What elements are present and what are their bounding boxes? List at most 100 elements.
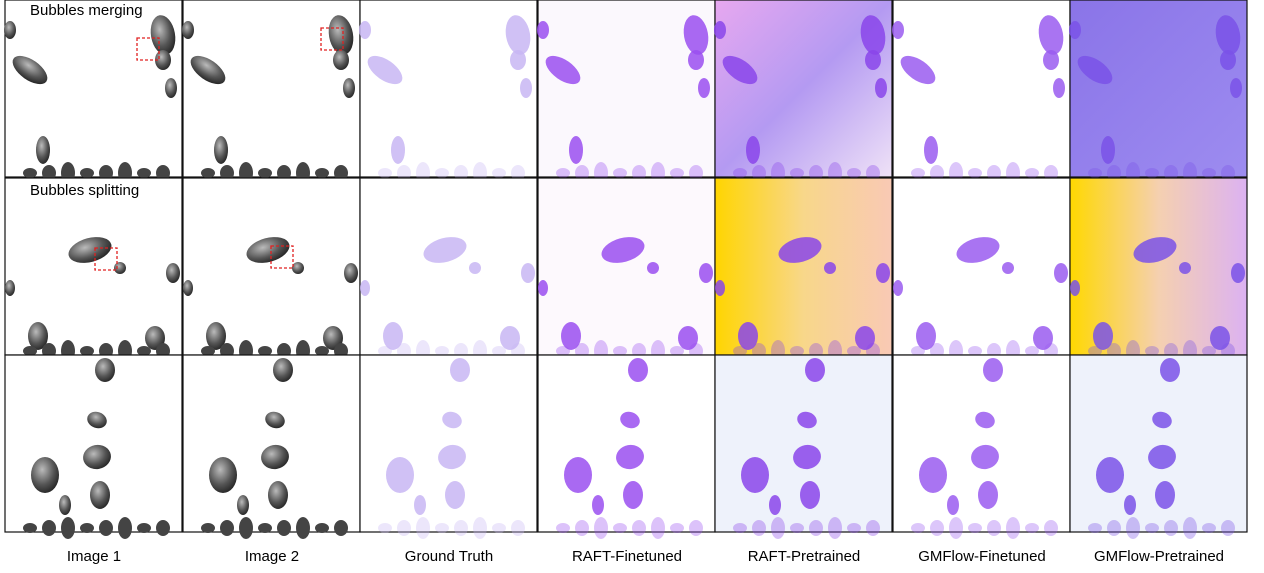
bottom-bubble — [556, 168, 570, 178]
bubble — [344, 263, 358, 283]
bubble — [5, 280, 15, 296]
bubble — [292, 262, 304, 274]
bubble — [1043, 50, 1059, 70]
bottom-bubble — [61, 517, 75, 539]
bottom-bubble — [752, 520, 766, 536]
bubble — [1069, 21, 1081, 39]
bottom-bubble — [156, 520, 170, 536]
bottom-bubble — [334, 520, 348, 536]
bottom-bubble — [42, 520, 56, 536]
bubble — [209, 457, 237, 493]
bubble — [741, 457, 769, 493]
bubble — [1070, 280, 1080, 296]
column-label: RAFT-Finetuned — [538, 548, 716, 565]
bottom-bubble — [1088, 523, 1102, 533]
bottom-bubble — [99, 520, 113, 536]
bubble — [391, 136, 405, 164]
bubble — [450, 358, 470, 382]
bubble — [333, 50, 349, 70]
column-label: GMFlow-Finetuned — [893, 548, 1071, 565]
bottom-bubble — [968, 168, 982, 178]
bubble — [1155, 481, 1175, 509]
bubble — [445, 481, 465, 509]
bubble — [95, 358, 115, 382]
bottom-bubble — [137, 523, 151, 533]
bottom-bubble — [809, 520, 823, 536]
bottom-bubble — [1202, 168, 1216, 178]
bubble — [983, 358, 1003, 382]
bubble — [268, 481, 288, 509]
bottom-bubble — [1145, 523, 1159, 533]
bottom-bubble — [1025, 168, 1039, 178]
bottom-bubble — [454, 520, 468, 536]
bottom-bubble — [80, 523, 94, 533]
bubble — [688, 50, 704, 70]
bubble — [90, 481, 110, 509]
bubble — [31, 457, 59, 493]
bubble — [1179, 262, 1191, 274]
column-label: Image 2 — [183, 548, 361, 565]
bottom-bubble — [911, 168, 925, 178]
bubble — [1220, 50, 1236, 70]
bottom-bubble — [1183, 517, 1197, 539]
bottom-bubble — [1006, 517, 1020, 539]
bottom-bubble — [594, 517, 608, 539]
bottom-bubble — [1145, 168, 1159, 178]
bottom-bubble — [930, 520, 944, 536]
bottom-bubble — [790, 168, 804, 178]
bubble — [214, 136, 228, 164]
bubble — [165, 78, 177, 98]
bottom-bubble — [258, 168, 272, 178]
bottom-bubble — [492, 168, 506, 178]
bottom-bubble — [1044, 520, 1058, 536]
bottom-bubble — [23, 523, 37, 533]
bubble — [414, 495, 426, 515]
bottom-bubble — [733, 523, 747, 533]
bottom-bubble — [378, 168, 392, 178]
panel-grid — [0, 0, 1264, 540]
bottom-bubble — [828, 517, 842, 539]
bottom-bubble — [473, 517, 487, 539]
bottom-bubble — [949, 517, 963, 539]
bottom-bubble — [911, 523, 925, 533]
bottom-bubble — [1202, 523, 1216, 533]
bottom-bubble — [511, 520, 525, 536]
column-label: Image 1 — [5, 548, 183, 565]
column-label: GMFlow-Pretrained — [1070, 548, 1248, 565]
bubble — [1160, 358, 1180, 382]
bubble — [699, 263, 713, 283]
bubble — [1231, 263, 1245, 283]
bubble — [4, 21, 16, 39]
bubble — [537, 21, 549, 39]
bottom-bubble — [613, 523, 627, 533]
bubble — [947, 495, 959, 515]
row-label: Bubbles merging — [30, 2, 143, 19]
bubble — [183, 280, 193, 296]
bottom-bubble — [220, 520, 234, 536]
bubble — [876, 263, 890, 283]
bubble — [569, 136, 583, 164]
bottom-bubble — [1107, 520, 1121, 536]
bottom-bubble — [670, 168, 684, 178]
bubble — [892, 21, 904, 39]
bottom-bubble — [378, 523, 392, 533]
bubble — [628, 358, 648, 382]
bottom-bubble — [670, 523, 684, 533]
bubble — [182, 21, 194, 39]
bottom-bubble — [201, 523, 215, 533]
bubble — [343, 78, 355, 98]
column-label: Ground Truth — [360, 548, 538, 565]
bubble — [1230, 78, 1242, 98]
bubble — [469, 262, 481, 274]
bubble — [893, 280, 903, 296]
bubble — [865, 50, 881, 70]
bubble — [359, 21, 371, 39]
bottom-bubble — [847, 523, 861, 533]
bottom-bubble — [315, 523, 329, 533]
bubble — [1053, 78, 1065, 98]
bubble — [1096, 457, 1124, 493]
bottom-bubble — [733, 168, 747, 178]
bubble — [386, 457, 414, 493]
bubble — [521, 263, 535, 283]
bottom-bubble — [416, 517, 430, 539]
